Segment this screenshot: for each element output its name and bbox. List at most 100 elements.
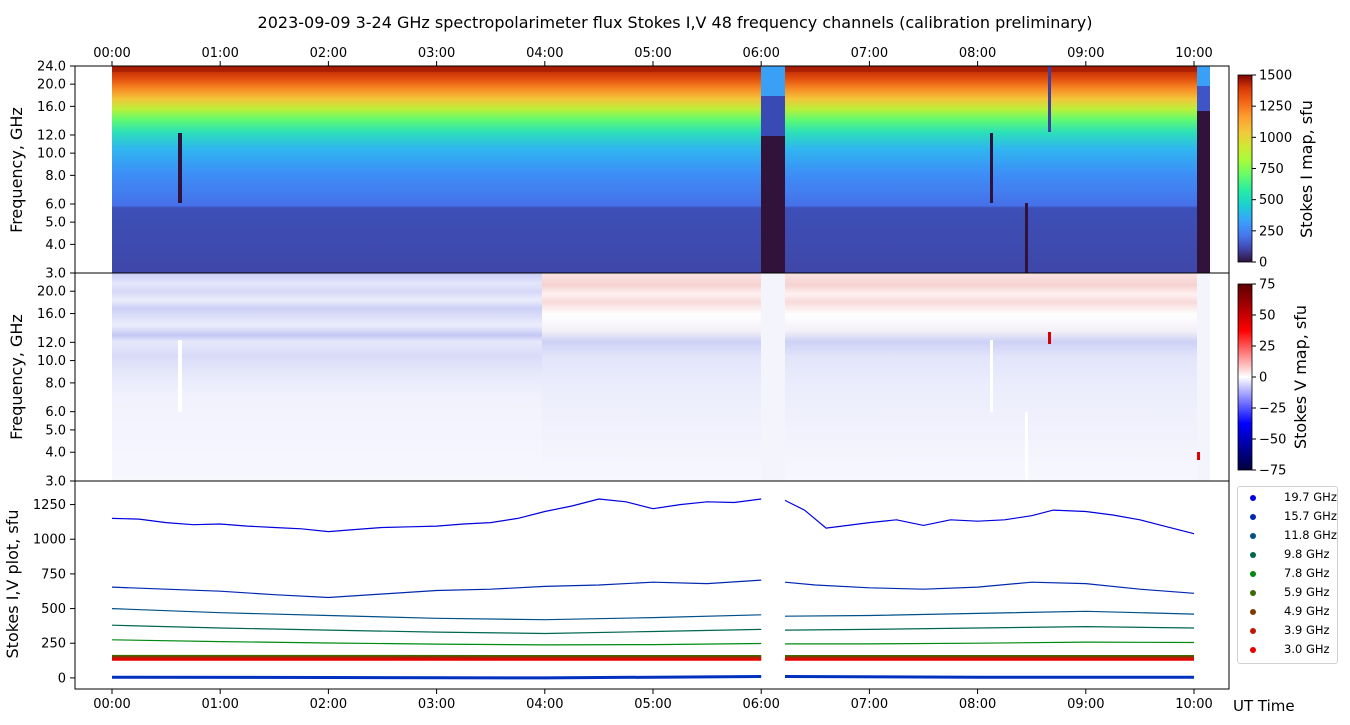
bottom-tick-label: 06:00 [742, 697, 779, 712]
legend-item: 3.9 GHz [1246, 621, 1338, 640]
series-line-19-7-ghz [784, 499, 1195, 535]
bottom-tick-label: 09:00 [1067, 697, 1104, 712]
bottom-tick-label: 01:00 [201, 697, 238, 712]
series-line-7-8-ghz [111, 639, 762, 646]
stokes-i-gap-1-top-light [761, 66, 785, 96]
stokes-v-red-mark-2 [1197, 452, 1200, 460]
colorbar-tick-label: 1500 [1259, 69, 1292, 84]
legend-label: 9.8 GHz [1284, 547, 1330, 561]
y-tick-label: 5.0 [45, 423, 66, 438]
series-line-9-8-ghz [111, 624, 762, 635]
legend-item: 19.7 GHz [1246, 488, 1338, 507]
stokes-v-gap-2 [1197, 273, 1210, 481]
bottom-tick-label: 03:00 [418, 697, 455, 712]
stokes-i-map-panel: 3.0 4.0 5.0 6.0 8.0 10.0 12.0 16.0 20.0 24.0 Freq… [7, 60, 1230, 282]
legend-item: 15.7 GHz [1246, 507, 1338, 526]
stokes-v-y-axis: 3.0 4.0 5.0 6.0 8.0 10.0 12.0 16.0 20.0 [37, 285, 75, 490]
legend-marker [1250, 590, 1256, 596]
stokes-i-colorbar-bar [1237, 74, 1253, 263]
top-tick-label: 04:00 [526, 46, 563, 61]
stokes-i-dark-top-band [112, 66, 1209, 72]
y-tick-label: 1250 [33, 498, 66, 513]
colorbar-tick-label: 75 [1259, 278, 1276, 293]
stokes-i-ylabel: Frequency, GHz [7, 107, 26, 233]
legend-label: 5.9 GHz [1284, 585, 1330, 599]
top-tick-label: 08:00 [959, 46, 996, 61]
y-tick-label: 6.0 [45, 405, 66, 420]
stokes-i-spike-2 [990, 133, 993, 203]
y-tick-label: 4.0 [45, 446, 66, 461]
top-tick-label: 00:00 [93, 46, 130, 61]
stokes-v-colorbar-ticks: 75 50 25 0 −25 −50 −75 [1252, 278, 1286, 479]
legend: 19.7 GHz 15.7 GHz 11.8 GHz 9.8 GHz 7.8 G… [1237, 486, 1338, 664]
legend-label: 15.7 GHz [1284, 509, 1337, 523]
legend-marker [1250, 514, 1256, 520]
stokes-v-right-blank [1210, 273, 1229, 481]
colorbar-tick-label: −50 [1259, 433, 1286, 448]
y-tick-label: 3.0 [45, 475, 66, 490]
top-tick-label: 10:00 [1175, 46, 1212, 61]
bottom-tick-label: 00:00 [93, 697, 130, 712]
y-tick-label: 20.0 [37, 78, 66, 93]
colorbar-tick-label: 500 [1259, 193, 1284, 208]
stokes-iv-series-group [111, 498, 1195, 680]
y-tick-label: 10.0 [37, 147, 66, 162]
legend-item: 3.0 GHz [1246, 640, 1338, 659]
y-tick-label: 10.0 [37, 354, 66, 369]
series-line-15-7-ghz [111, 579, 762, 599]
colorbar-tick-label: 750 [1259, 162, 1284, 177]
series-line-11-8-ghz [111, 608, 762, 621]
legend-label: 11.8 GHz [1284, 528, 1337, 542]
top-tick-label: 06:00 [742, 46, 779, 61]
stokes-v-spike-1 [178, 340, 182, 412]
bottom-tick-label: 05:00 [634, 697, 671, 712]
legend-label: 3.9 GHz [1284, 623, 1330, 637]
y-tick-label: 3.0 [45, 267, 66, 282]
stokes-v-map-blue-region [112, 273, 542, 481]
colorbar-tick-label: 250 [1259, 224, 1284, 239]
stokes-i-spike-3 [1025, 203, 1028, 273]
legend-marker [1250, 495, 1256, 501]
y-tick-label: 16.0 [37, 307, 66, 322]
series-line-15-7-ghz [784, 581, 1195, 594]
legend-item: 9.8 GHz [1246, 545, 1338, 564]
y-tick-label: 250 [41, 637, 66, 652]
stokes-iv-y-axis: 0 250 500 750 1000 1250 [33, 498, 75, 686]
y-tick-label: 8.0 [45, 376, 66, 391]
colorbar-tick-label: 0 [1259, 256, 1267, 271]
stokes-v-map-left-blank [75, 273, 112, 481]
colorbar-tick-label: −75 [1259, 464, 1286, 479]
stokes-i-map-left-blank [75, 66, 112, 273]
stokes-i-spike-1 [178, 133, 182, 203]
y-tick-label: 12.0 [37, 336, 66, 351]
stokes-iv-x-axis: 00:00 01:00 02:00 03:00 04:00 05:00 06:00 07:00… [93, 689, 1213, 712]
y-tick-label: 8.0 [45, 169, 66, 184]
stokes-i-map-background [112, 66, 1229, 273]
top-tick-label: 01:00 [201, 46, 238, 61]
stokes-v-spike-2 [990, 340, 993, 412]
legend-item: 7.8 GHz [1246, 564, 1338, 583]
stokes-iv-ylabel: Stokes I,V plot, sfu [3, 510, 22, 659]
top-tick-label: 03:00 [418, 46, 455, 61]
stokes-i-gap-2-top-light [1197, 66, 1210, 86]
colorbar-tick-label: 25 [1259, 340, 1276, 355]
stokes-v-line [111, 675, 762, 680]
top-time-axis: 00:00 01:00 02:00 03:00 04:00 05:00 06:00 07:00… [93, 46, 1213, 66]
bottom-tick-label: 02:00 [310, 697, 347, 712]
legend-item: 5.9 GHz [1246, 583, 1338, 602]
legend-label: 7.8 GHz [1284, 566, 1330, 580]
bottom-tick-label: 10:00 [1175, 697, 1212, 712]
y-tick-label: 750 [41, 567, 66, 582]
colorbar-tick-label: 50 [1259, 309, 1276, 324]
colorbar-tick-label: 0 [1259, 371, 1267, 386]
stokes-v-map-red-region [542, 273, 1209, 481]
top-tick-label: 07:00 [851, 46, 888, 61]
stokes-v-spike-3 [1025, 412, 1028, 481]
bottom-tick-label: 07:00 [851, 697, 888, 712]
stokes-iv-plot-frame [74, 480, 1230, 690]
y-tick-label: 24.0 [37, 60, 66, 75]
stokes-v-map-panel: 3.0 4.0 5.0 6.0 8.0 10.0 12.0 16.0 20.0 Frequenc… [7, 272, 1230, 490]
stokes-v-line [784, 675, 1194, 679]
colorbar-tick-label: 1000 [1259, 131, 1292, 146]
legend-item: 4.9 GHz [1246, 602, 1338, 621]
